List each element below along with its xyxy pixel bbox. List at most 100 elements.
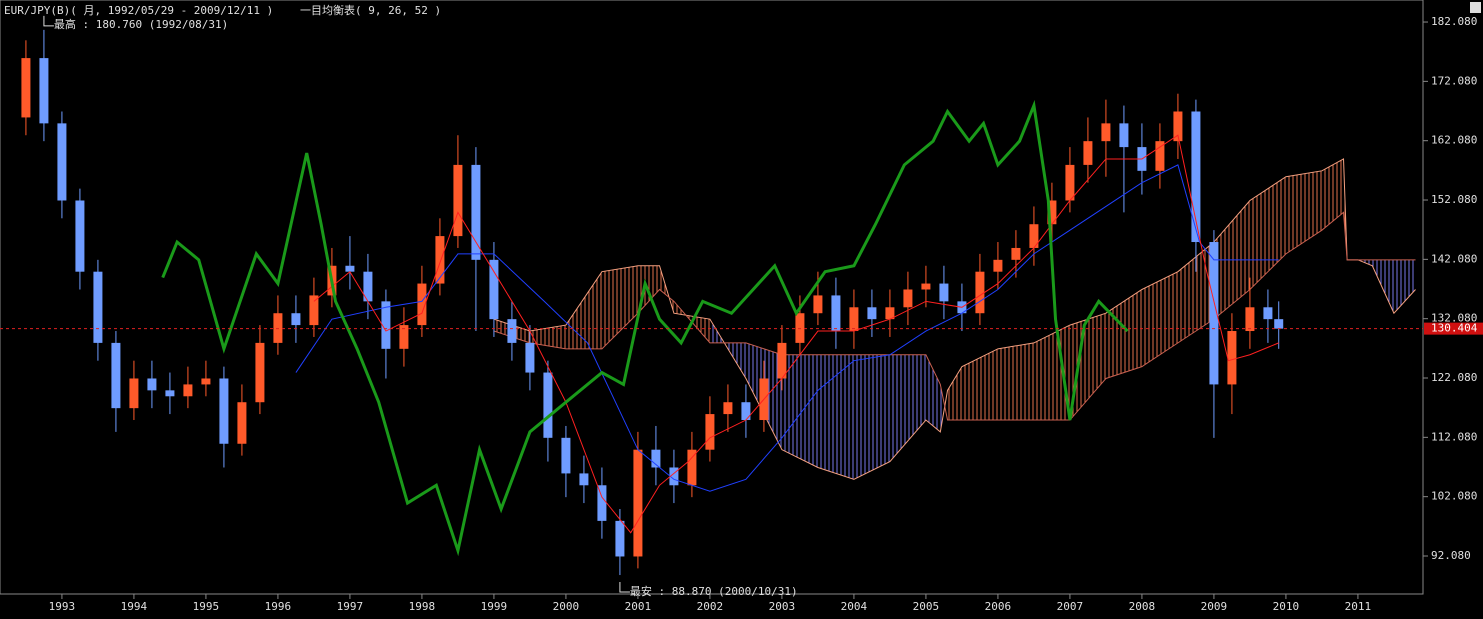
- kijun-line: [295, 164, 1279, 492]
- y-tick-label: 92.080: [1431, 549, 1471, 562]
- candle-body: [723, 402, 733, 415]
- candle-body: [75, 200, 85, 272]
- candle-body: [345, 265, 355, 272]
- candle-body: [1155, 141, 1165, 171]
- candle-body: [507, 319, 517, 343]
- plot-frame: [0, 0, 1424, 595]
- cloud-segment: [817, 354, 854, 480]
- x-tick-label: 1993: [49, 600, 76, 613]
- candle-body: [1274, 319, 1284, 329]
- candle-body: [219, 378, 229, 444]
- candle-body: [813, 295, 823, 314]
- cloud-segment: [947, 366, 962, 421]
- y-tick-label: 172.080: [1431, 74, 1477, 87]
- cloud-segment: [1177, 242, 1214, 343]
- cloud-segment: [1285, 170, 1322, 254]
- x-tick-label: 2011: [1345, 600, 1372, 613]
- candle-body: [1065, 164, 1075, 201]
- candle-body: [939, 283, 949, 302]
- candle-body: [417, 283, 427, 326]
- candle-body: [777, 342, 787, 379]
- candle-body: [453, 164, 463, 237]
- y-tick-label: 142.080: [1431, 252, 1477, 265]
- candle-body: [165, 390, 175, 397]
- candle-body: [435, 236, 445, 284]
- candle-body: [255, 342, 265, 403]
- candle-body: [975, 271, 985, 314]
- candle-body: [669, 467, 679, 486]
- candle-body: [615, 520, 625, 557]
- cloud-segment: [565, 271, 602, 349]
- y-tick-label: 162.080: [1431, 134, 1477, 147]
- candle-body: [1191, 111, 1201, 243]
- candle-body: [903, 289, 913, 308]
- cloud-segment: [1249, 176, 1286, 290]
- candle-body: [633, 449, 643, 557]
- chikou-line: [161, 99, 1129, 557]
- candle-body: [651, 449, 661, 468]
- candle-body: [363, 271, 373, 302]
- candle-body: [489, 259, 499, 320]
- senkou-b-line: [493, 211, 1416, 421]
- x-tick-label: 1999: [481, 600, 508, 613]
- chart-subtitle: 一目均衡表( 9, 26, 52 ): [300, 3, 441, 17]
- x-tick-label: 2007: [1057, 600, 1084, 613]
- annotation-leader: [619, 582, 630, 593]
- cloud-segment: [601, 265, 638, 349]
- cloud-segment: [1141, 271, 1178, 367]
- max-annotation: 最高 : 180.760 (1992/08/31): [54, 17, 228, 31]
- x-tick-label: 2009: [1201, 600, 1228, 613]
- candle-body: [921, 283, 931, 290]
- candle-body: [1047, 200, 1057, 225]
- candle-body: [111, 342, 121, 409]
- x-tick-label: 1995: [193, 600, 220, 613]
- candle-body: [993, 259, 1003, 272]
- candle-body: [705, 414, 715, 450]
- x-tick-label: 1998: [409, 600, 436, 613]
- candle-body: [309, 295, 319, 326]
- current-price-label: 130.404: [1431, 322, 1478, 335]
- cloud-segment: [997, 342, 1034, 421]
- x-tick-label: 2008: [1129, 600, 1156, 613]
- candle-body: [399, 325, 409, 349]
- cloud-segment: [781, 354, 818, 468]
- candle-body: [381, 301, 391, 349]
- y-tick-label: 112.080: [1431, 430, 1477, 443]
- candle-body: [1227, 331, 1237, 385]
- cloud-segment: [925, 354, 941, 432]
- cloud-segment: [1372, 259, 1394, 314]
- candle-body: [1011, 247, 1021, 260]
- candle-body: [1119, 123, 1129, 148]
- senkou-a-line: [493, 158, 1416, 480]
- candle-body: [57, 123, 67, 201]
- chart-title: EUR/JPY(B)( 月, 1992/05/29 - 2009/12/11 ): [4, 4, 273, 17]
- y-tick-label: 102.080: [1431, 490, 1477, 503]
- x-tick-label: 2002: [697, 600, 724, 613]
- x-tick-label: 1996: [265, 600, 292, 613]
- min-annotation: 最安 : 88.870 (2000/10/31): [630, 584, 798, 598]
- cloud-segment: [961, 348, 998, 421]
- candle-body: [237, 402, 247, 444]
- annotation-leader: [43, 15, 54, 27]
- candle-body: [471, 164, 481, 260]
- tenkan-line: [313, 134, 1279, 534]
- x-tick-label: 2004: [841, 600, 868, 613]
- candle-body: [795, 313, 805, 343]
- candle-body: [885, 307, 895, 320]
- x-tick-label: 2005: [913, 600, 940, 613]
- cloud-segment: [1321, 158, 1344, 231]
- cloud-segment: [1105, 289, 1142, 379]
- candle-body: [147, 378, 157, 391]
- candle-body: [561, 437, 571, 474]
- candle-body: [273, 313, 283, 343]
- x-tick-label: 2003: [769, 600, 796, 613]
- candle-body: [201, 378, 211, 385]
- x-tick-label: 1994: [121, 600, 148, 613]
- candle-body: [543, 372, 553, 438]
- x-tick-label: 2000: [553, 600, 580, 613]
- candle-body: [1101, 123, 1111, 142]
- candle-body: [1029, 224, 1039, 248]
- scroll-button[interactable]: [1470, 2, 1481, 13]
- x-tick-label: 1997: [337, 600, 364, 613]
